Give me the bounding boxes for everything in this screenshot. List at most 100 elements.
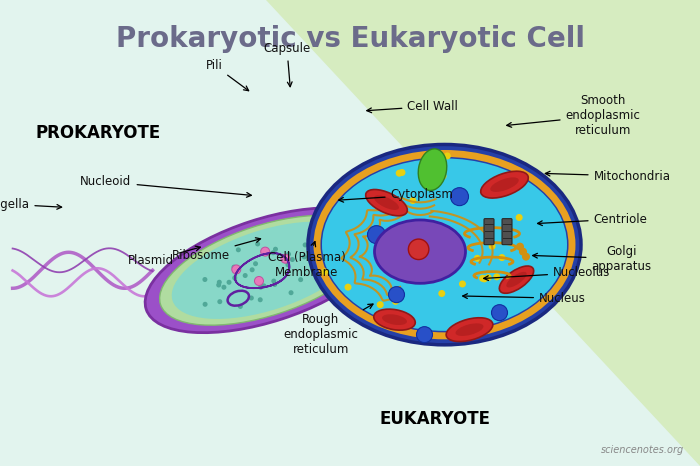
Circle shape xyxy=(238,304,243,309)
Circle shape xyxy=(302,254,307,260)
Polygon shape xyxy=(266,0,700,466)
Text: Cytoplasm: Cytoplasm xyxy=(339,188,454,202)
Circle shape xyxy=(255,241,260,247)
Circle shape xyxy=(463,319,470,326)
Circle shape xyxy=(258,285,263,290)
Ellipse shape xyxy=(499,266,533,293)
Circle shape xyxy=(500,189,508,196)
Circle shape xyxy=(232,275,237,281)
Circle shape xyxy=(395,170,402,177)
Circle shape xyxy=(290,257,295,262)
Circle shape xyxy=(298,277,303,282)
Text: Prokaryotic vs Eukaryotic Cell: Prokaryotic vs Eukaryotic Cell xyxy=(116,25,584,53)
Circle shape xyxy=(498,254,505,261)
Circle shape xyxy=(318,248,323,253)
Ellipse shape xyxy=(446,318,493,342)
Circle shape xyxy=(258,297,262,302)
Ellipse shape xyxy=(374,195,399,210)
Circle shape xyxy=(288,290,293,295)
Circle shape xyxy=(368,226,386,244)
Circle shape xyxy=(286,262,290,267)
Text: PROKARYOTE: PROKARYOTE xyxy=(36,124,160,142)
FancyBboxPatch shape xyxy=(484,219,494,245)
Circle shape xyxy=(321,268,328,275)
Circle shape xyxy=(516,243,524,251)
Text: Flagella: Flagella xyxy=(0,198,62,211)
Circle shape xyxy=(248,295,254,301)
Circle shape xyxy=(422,155,429,162)
Circle shape xyxy=(481,275,488,282)
Text: Golgi
apparatus: Golgi apparatus xyxy=(533,245,652,273)
Circle shape xyxy=(410,197,416,204)
Circle shape xyxy=(216,282,221,288)
Circle shape xyxy=(438,290,445,297)
Text: sciencenotes.org: sciencenotes.org xyxy=(601,445,685,455)
Ellipse shape xyxy=(382,314,407,325)
Circle shape xyxy=(474,255,481,262)
Circle shape xyxy=(516,214,523,221)
Circle shape xyxy=(255,276,263,286)
Text: Pili: Pili xyxy=(206,59,248,91)
Circle shape xyxy=(260,247,270,256)
Ellipse shape xyxy=(456,323,484,336)
Circle shape xyxy=(202,277,207,282)
Circle shape xyxy=(519,247,527,256)
Circle shape xyxy=(377,301,384,308)
Circle shape xyxy=(250,267,255,272)
Circle shape xyxy=(272,282,277,287)
Text: Cell (Plasma)
Membrane: Cell (Plasma) Membrane xyxy=(267,241,346,279)
Circle shape xyxy=(273,247,278,252)
Text: EUKARYOTE: EUKARYOTE xyxy=(380,411,491,428)
Circle shape xyxy=(489,243,496,250)
Circle shape xyxy=(253,261,258,266)
Circle shape xyxy=(272,279,276,284)
Text: Cell Wall: Cell Wall xyxy=(367,100,458,113)
Ellipse shape xyxy=(506,272,526,288)
Circle shape xyxy=(451,188,468,206)
Circle shape xyxy=(286,252,291,257)
Ellipse shape xyxy=(145,208,387,333)
Circle shape xyxy=(341,246,346,250)
Text: Nucleoid: Nucleoid xyxy=(80,175,251,197)
Circle shape xyxy=(217,299,223,304)
Circle shape xyxy=(243,273,248,278)
Text: Centriole: Centriole xyxy=(538,212,648,226)
Circle shape xyxy=(236,247,241,252)
Circle shape xyxy=(281,254,290,263)
Ellipse shape xyxy=(308,144,581,345)
Circle shape xyxy=(227,280,232,285)
Ellipse shape xyxy=(481,171,528,198)
Ellipse shape xyxy=(490,178,519,192)
FancyBboxPatch shape xyxy=(502,219,512,245)
Ellipse shape xyxy=(374,309,415,330)
Text: Nucleolus: Nucleolus xyxy=(484,266,610,281)
Circle shape xyxy=(494,274,500,281)
Circle shape xyxy=(344,284,351,291)
Circle shape xyxy=(261,283,266,288)
Circle shape xyxy=(440,172,447,179)
Ellipse shape xyxy=(418,149,447,191)
Circle shape xyxy=(408,239,429,260)
Circle shape xyxy=(232,265,237,270)
Circle shape xyxy=(271,250,276,255)
Circle shape xyxy=(302,242,308,247)
Text: Smooth
endoplasmic
reticulum: Smooth endoplasmic reticulum xyxy=(507,94,640,137)
Text: Plasmid: Plasmid xyxy=(127,246,200,267)
Circle shape xyxy=(522,253,530,260)
Circle shape xyxy=(232,265,241,274)
Circle shape xyxy=(485,274,492,281)
Circle shape xyxy=(217,280,222,285)
Circle shape xyxy=(491,305,508,321)
Ellipse shape xyxy=(172,222,360,319)
Text: Capsule: Capsule xyxy=(263,42,311,87)
Circle shape xyxy=(459,281,466,288)
Circle shape xyxy=(392,298,399,305)
Text: Nucleus: Nucleus xyxy=(463,292,586,305)
Ellipse shape xyxy=(365,190,407,216)
Circle shape xyxy=(389,287,405,302)
Circle shape xyxy=(479,275,486,282)
Text: Mitochondria: Mitochondria xyxy=(545,170,671,183)
Circle shape xyxy=(202,302,208,307)
Circle shape xyxy=(398,169,405,176)
Circle shape xyxy=(444,152,451,159)
